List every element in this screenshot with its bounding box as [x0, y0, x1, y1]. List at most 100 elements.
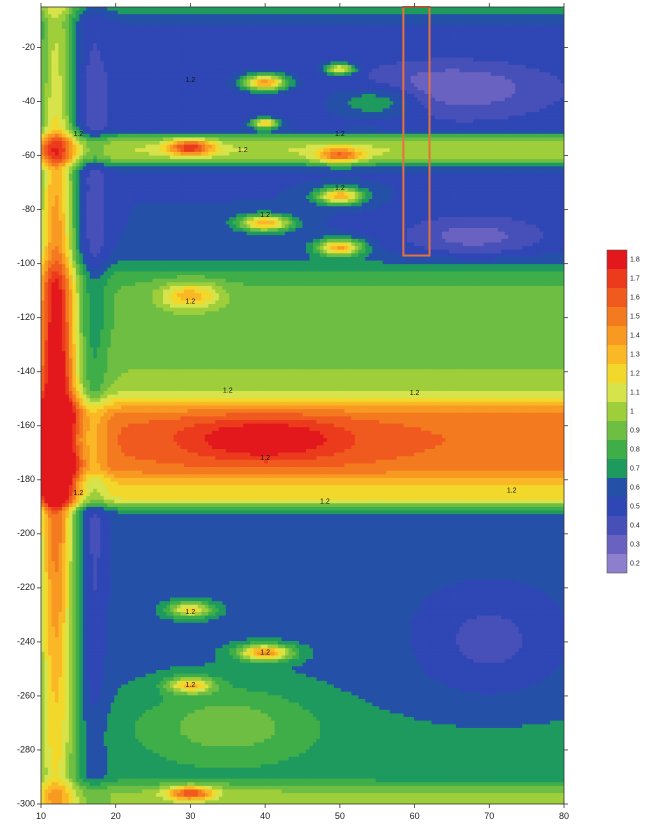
heatmap-cell: [79, 68, 84, 73]
heatmap-cell: [330, 72, 335, 77]
heatmap-cell: [243, 10, 248, 15]
heatmap-cell: [476, 10, 481, 15]
heatmap-cell: [448, 57, 454, 62]
heatmap-cell: [511, 97, 516, 102]
heatmap-cell: [316, 101, 321, 106]
heatmap-cell: [166, 39, 171, 44]
heatmap-cell: [131, 72, 136, 77]
heatmap-cell: [424, 122, 429, 128]
heatmap-cell: [107, 64, 112, 70]
heatmap-cell: [462, 54, 467, 59]
heatmap-cell: [176, 108, 182, 113]
heatmap-cell: [333, 101, 338, 106]
heatmap-cell: [466, 79, 471, 84]
heatmap-cell: [522, 101, 527, 106]
heatmap-cell: [211, 93, 216, 99]
heatmap-cell: [525, 39, 530, 44]
heatmap-cell: [396, 10, 401, 15]
heatmap-cell: [163, 21, 168, 26]
heatmap-cell: [114, 25, 119, 30]
heatmap-cell: [455, 90, 460, 95]
heatmap-cell: [159, 122, 164, 128]
heatmap-cell: [208, 119, 213, 124]
heatmap-cell: [417, 119, 422, 124]
heatmap-cell: [476, 14, 481, 19]
heatmap-cell: [319, 72, 325, 77]
heatmap-cell: [361, 104, 366, 110]
heatmap-cell: [135, 86, 140, 91]
heatmap-cell: [138, 112, 143, 117]
heatmap-cell: [180, 43, 185, 48]
heatmap-cell: [215, 112, 220, 117]
heatmap-cell: [253, 10, 258, 15]
heatmap-cell: [483, 72, 488, 77]
heatmap-cell: [400, 50, 405, 55]
heatmap-cell: [539, 79, 544, 84]
heatmap-cell: [316, 97, 321, 102]
heatmap-cell: [229, 7, 234, 12]
heatmap-cell: [319, 32, 325, 37]
heatmap-cell: [156, 126, 161, 131]
heatmap-cell: [264, 119, 269, 124]
heatmap-cell: [438, 61, 443, 66]
heatmap-cell: [170, 54, 175, 59]
heatmap-cell: [441, 35, 447, 41]
heatmap-cell: [58, 54, 63, 59]
heatmap-cell: [487, 72, 492, 77]
heatmap-cell: [414, 46, 419, 52]
heatmap-cell: [170, 97, 175, 102]
heatmap-cell: [361, 43, 366, 48]
heatmap-cell: [414, 21, 419, 26]
heatmap-cell: [452, 61, 457, 66]
heatmap-cell: [480, 21, 485, 26]
heatmap-cell: [476, 90, 481, 95]
heatmap-cell: [501, 93, 506, 99]
heatmap-cell: [128, 10, 133, 15]
heatmap-cell: [250, 97, 255, 102]
heatmap-cell: [75, 86, 80, 91]
heatmap-cell: [250, 14, 255, 19]
heatmap-cell: [229, 93, 234, 99]
heatmap-cell: [358, 57, 363, 62]
heatmap-cell: [236, 104, 241, 110]
heatmap-cell: [117, 97, 122, 102]
heatmap-cell: [222, 64, 227, 70]
heatmap-cell: [525, 104, 530, 110]
heatmap-cell: [218, 54, 223, 59]
heatmap-cell: [149, 79, 154, 84]
heatmap-cell: [431, 101, 436, 106]
heatmap-cell: [285, 72, 290, 77]
heatmap-cell: [114, 83, 119, 88]
heatmap-cell: [529, 64, 534, 70]
heatmap-cell: [110, 50, 115, 55]
heatmap-cell: [469, 32, 474, 37]
heatmap-cell: [93, 14, 98, 19]
heatmap-cell: [250, 93, 255, 99]
heatmap-cell: [47, 112, 53, 117]
heatmap-cell: [257, 57, 262, 62]
heatmap-cell: [389, 35, 394, 41]
heatmap-cell: [497, 35, 502, 41]
heatmap-cell: [103, 90, 108, 95]
heatmap-cell: [553, 43, 558, 48]
heatmap-cell: [75, 115, 80, 120]
heatmap-cell: [497, 7, 502, 12]
heatmap-cell: [44, 43, 49, 48]
heatmap-cell: [459, 21, 464, 26]
heatmap-cell: [187, 119, 192, 124]
heatmap-cell: [96, 112, 101, 117]
heatmap-cell: [361, 7, 366, 12]
heatmap-cell: [44, 97, 49, 102]
heatmap-cell: [54, 39, 60, 44]
heatmap-cell: [344, 86, 349, 91]
heatmap-cell: [250, 61, 255, 66]
heatmap-cell: [414, 72, 419, 77]
heatmap-cell: [225, 64, 230, 70]
heatmap-cell: [305, 39, 311, 44]
heatmap-cell: [152, 104, 157, 110]
heatmap-cell: [483, 75, 488, 81]
heatmap-cell: [51, 25, 56, 30]
heatmap-cell: [407, 108, 412, 113]
heatmap-cell: [396, 97, 401, 102]
heatmap-cell: [117, 46, 122, 52]
